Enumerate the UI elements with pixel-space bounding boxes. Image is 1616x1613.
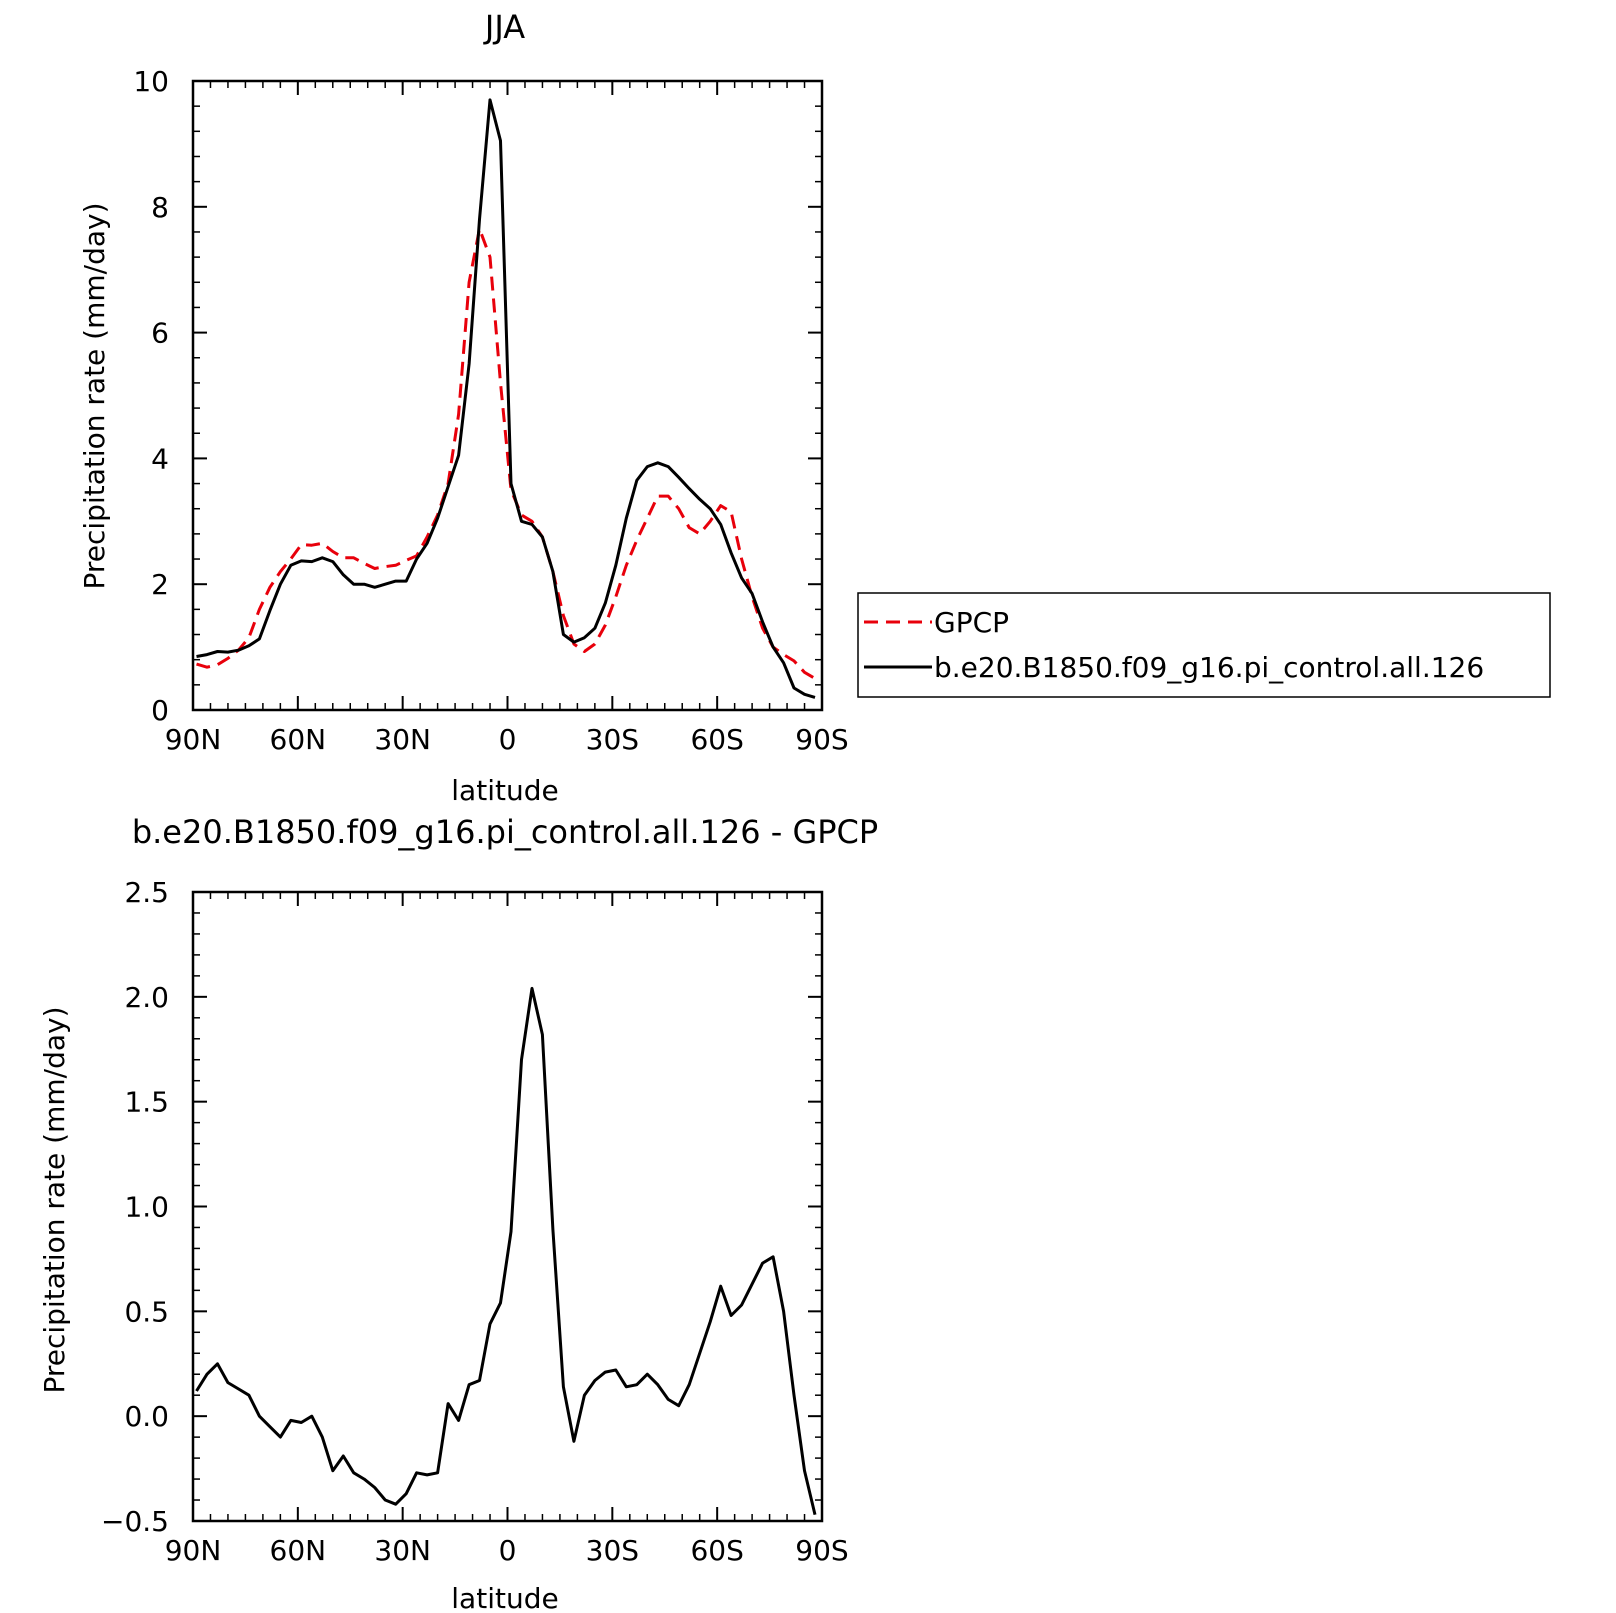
top-panel-xtick-label: 60S xyxy=(690,723,743,756)
top-panel-model-line xyxy=(196,98,816,699)
legend-box xyxy=(857,592,1551,698)
bottom-panel-difference-line xyxy=(195,986,817,1516)
legend-label-model: b.e20.B1850.f09_g16.pi_control.all.126 xyxy=(934,651,1484,684)
top-panel-ytick-label: 0 xyxy=(151,694,169,727)
bottom-panel-ytick-label: 0.0 xyxy=(124,1400,169,1433)
bottom-panel-ytick-label: 2.0 xyxy=(124,981,169,1014)
top-panel-xlabel: latitude xyxy=(451,774,558,807)
top-panel-ylabel: Precipitation rate (mm/day) xyxy=(78,202,111,589)
top-panel-title: JJA xyxy=(483,8,525,46)
bottom-panel-xtick-label: 90N xyxy=(165,1534,222,1567)
top-panel-xtick-label: 90N xyxy=(165,723,222,756)
bottom-panel-ytick-label: −0.5 xyxy=(101,1505,169,1538)
top-panel-xtick-label: 60N xyxy=(270,723,327,756)
top-panel: JJA latitude Precipitation rate (mm/day)… xyxy=(78,8,849,807)
top-panel-xtick-label: 0 xyxy=(499,723,517,756)
top-panel-ytick-label: 4 xyxy=(151,442,169,475)
top-panel-ytick-label: 10 xyxy=(133,65,169,98)
bottom-panel-ytick-label: 1.0 xyxy=(124,1191,169,1224)
bottom-panel-xtick-label: 90S xyxy=(795,1534,848,1567)
top-panel-ytick-label: 2 xyxy=(151,568,169,601)
top-panel-ytick-label: 6 xyxy=(151,317,169,350)
bottom-panel-xtick-label: 30S xyxy=(586,1534,639,1567)
bottom-panel-xtick-label: 60S xyxy=(690,1534,743,1567)
bottom-panel-ytick-label: 1.5 xyxy=(124,1086,169,1119)
bottom-panel-ytick-label: 2.5 xyxy=(124,876,169,909)
legend-label-gpcp: GPCP xyxy=(934,606,1009,639)
bottom-panel-title: b.e20.B1850.f09_g16.pi_control.all.126 -… xyxy=(132,813,878,851)
top-panel-xtick-label: 90S xyxy=(795,723,848,756)
top-panel-xtick-label: 30S xyxy=(586,723,639,756)
bottom-panel-xtick-label: 60N xyxy=(270,1534,327,1567)
bottom-panel-xlabel: latitude xyxy=(451,1582,558,1613)
bottom-panel-xtick-label: 30N xyxy=(374,1534,431,1567)
bottom-panel: b.e20.B1850.f09_g16.pi_control.all.126 -… xyxy=(38,813,878,1613)
bottom-panel-ylabel: Precipitation rate (mm/day) xyxy=(38,1006,71,1393)
legend: GPCP b.e20.B1850.f09_g16.pi_control.all.… xyxy=(857,592,1551,698)
bottom-panel-xtick-label: 0 xyxy=(499,1534,517,1567)
top-panel-ytick-label: 8 xyxy=(151,191,169,224)
top-panel-gpcp-line xyxy=(196,227,816,680)
top-panel-xtick-label: 30N xyxy=(374,723,431,756)
bottom-panel-ytick-label: 0.5 xyxy=(124,1295,169,1328)
